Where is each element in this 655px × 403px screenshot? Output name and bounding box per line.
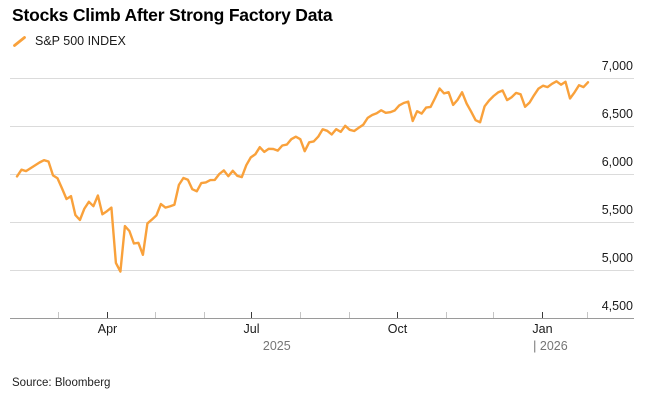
sp500-series-line <box>15 80 590 273</box>
legend-series-label: S&P 500 INDEX <box>35 34 126 48</box>
chart-title: Stocks Climb After Strong Factory Data <box>12 5 333 25</box>
legend: S&P 500 INDEX <box>12 34 126 48</box>
line-series-swatch-icon <box>13 35 26 47</box>
source-attribution: Source: Bloomberg <box>12 377 111 389</box>
